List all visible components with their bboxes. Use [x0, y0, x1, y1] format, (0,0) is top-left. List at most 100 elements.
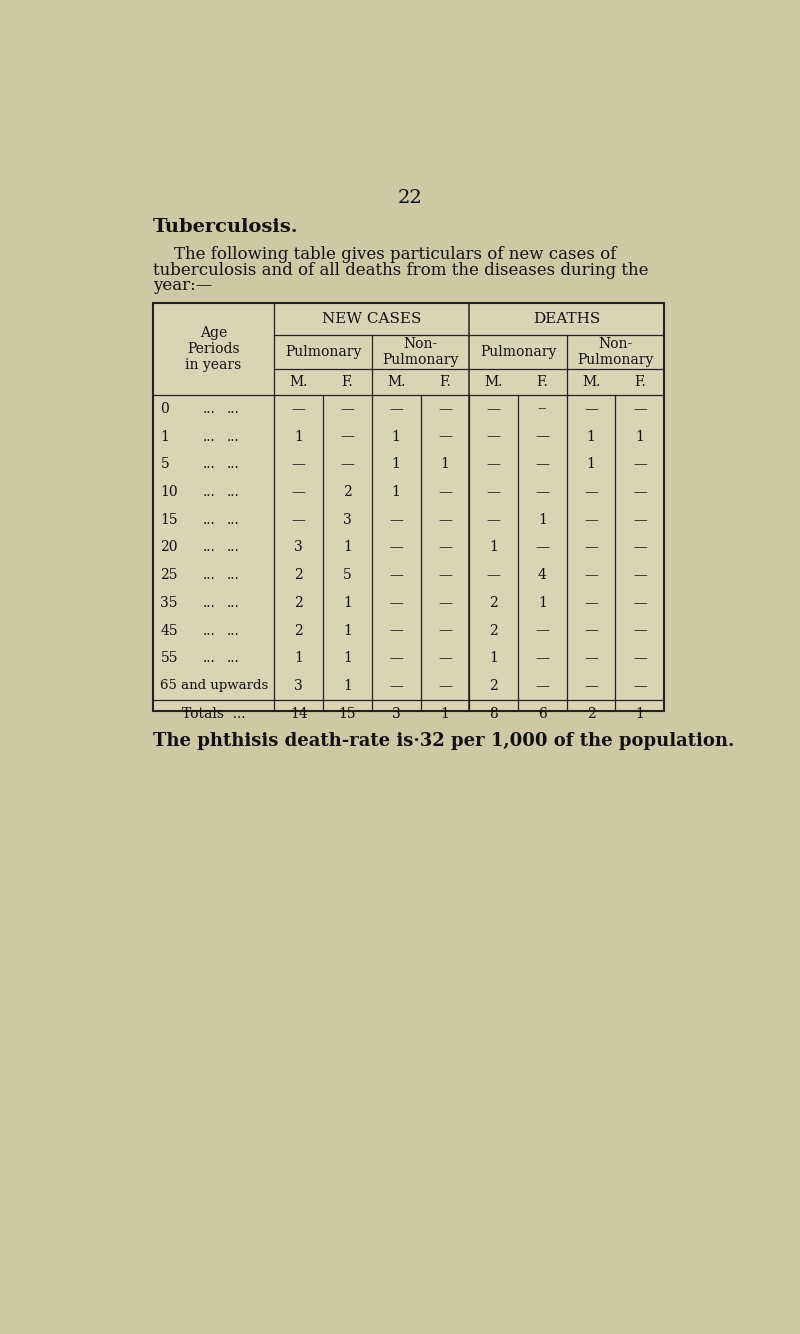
Text: 3: 3: [294, 540, 303, 555]
Text: —: —: [438, 512, 452, 527]
Text: ...: ...: [203, 568, 216, 582]
Text: 1: 1: [490, 540, 498, 555]
Text: —: —: [390, 512, 403, 527]
Text: —: —: [438, 540, 452, 555]
Text: —: —: [535, 651, 550, 666]
Text: Pulmonary: Pulmonary: [285, 344, 362, 359]
Text: 3: 3: [294, 679, 303, 692]
Text: 1: 1: [441, 458, 450, 471]
Text: 1: 1: [343, 623, 352, 638]
Text: 4: 4: [538, 568, 547, 582]
Text: —: —: [438, 568, 452, 582]
Text: 10: 10: [161, 486, 178, 499]
Text: ...: ...: [226, 486, 239, 499]
Text: —: —: [486, 568, 501, 582]
Text: —: —: [535, 458, 550, 471]
Text: Pulmonary: Pulmonary: [480, 344, 556, 359]
Text: 1: 1: [538, 512, 547, 527]
Text: —: —: [390, 596, 403, 610]
Text: 45: 45: [161, 623, 178, 638]
Text: ...: ...: [226, 568, 239, 582]
Text: —: —: [438, 596, 452, 610]
Text: —: —: [486, 512, 501, 527]
Text: NEW CASES: NEW CASES: [322, 312, 422, 325]
Text: 1: 1: [538, 596, 547, 610]
Text: 2: 2: [294, 623, 303, 638]
Text: —: —: [535, 430, 550, 443]
Text: 35: 35: [161, 596, 178, 610]
Text: —: —: [584, 486, 598, 499]
Text: —: —: [486, 458, 501, 471]
Text: Tuberculosis.: Tuberculosis.: [153, 217, 298, 236]
Text: 1: 1: [343, 651, 352, 666]
Text: 20: 20: [161, 540, 178, 555]
Text: —: —: [438, 679, 452, 692]
Text: 14: 14: [290, 707, 308, 722]
Text: —: —: [633, 679, 646, 692]
Text: —: —: [341, 402, 354, 416]
Text: Age
Periods
in years: Age Periods in years: [186, 325, 242, 372]
Text: Non-
Pulmonary: Non- Pulmonary: [578, 336, 654, 367]
Text: —: —: [486, 430, 501, 443]
Text: 2: 2: [343, 486, 352, 499]
Text: —: —: [584, 568, 598, 582]
Text: 1: 1: [635, 430, 644, 443]
Bar: [153, 303, 664, 711]
Text: --: --: [538, 402, 547, 416]
Text: —: —: [390, 402, 403, 416]
Text: —: —: [535, 679, 550, 692]
Text: ...: ...: [203, 623, 216, 638]
Text: —: —: [390, 623, 403, 638]
Text: M.: M.: [387, 375, 406, 388]
Text: —: —: [390, 679, 403, 692]
Text: —: —: [633, 512, 646, 527]
Text: 55: 55: [161, 651, 178, 666]
Text: 2: 2: [490, 679, 498, 692]
Text: ...: ...: [226, 596, 239, 610]
Text: 1: 1: [635, 707, 644, 722]
Text: —: —: [633, 458, 646, 471]
Text: Non-
Pulmonary: Non- Pulmonary: [382, 336, 458, 367]
Text: 1: 1: [586, 430, 595, 443]
Text: The following table gives particulars of new cases of: The following table gives particulars of…: [153, 247, 616, 263]
Text: F.: F.: [439, 375, 450, 388]
Text: —: —: [438, 651, 452, 666]
Text: 2: 2: [490, 623, 498, 638]
Text: M.: M.: [290, 375, 308, 388]
Text: —: —: [486, 486, 501, 499]
Text: 8: 8: [490, 707, 498, 722]
Text: 65 and upwards: 65 and upwards: [160, 679, 268, 692]
Text: 15: 15: [338, 707, 356, 722]
Text: M.: M.: [485, 375, 503, 388]
Text: ...: ...: [226, 402, 239, 416]
Text: —: —: [438, 486, 452, 499]
Text: —: —: [584, 623, 598, 638]
Text: ...: ...: [203, 402, 216, 416]
Text: 1: 1: [161, 430, 170, 443]
Text: tuberculosis and of all deaths from the diseases during the: tuberculosis and of all deaths from the …: [153, 261, 648, 279]
Text: —: —: [584, 540, 598, 555]
Text: —: —: [584, 512, 598, 527]
Text: 0: 0: [161, 402, 170, 416]
Text: 3: 3: [343, 512, 352, 527]
Text: 1: 1: [343, 596, 352, 610]
Text: 1: 1: [343, 540, 352, 555]
Text: ...: ...: [203, 458, 216, 471]
Text: 5: 5: [343, 568, 352, 582]
Text: ...: ...: [203, 651, 216, 666]
Text: 1: 1: [441, 707, 450, 722]
Text: —: —: [633, 540, 646, 555]
Text: —: —: [292, 512, 306, 527]
Text: 15: 15: [161, 512, 178, 527]
Text: —: —: [292, 458, 306, 471]
Text: ...: ...: [203, 512, 216, 527]
Text: 1: 1: [392, 430, 401, 443]
Text: —: —: [584, 651, 598, 666]
Text: 5: 5: [161, 458, 170, 471]
Text: 3: 3: [392, 707, 401, 722]
Text: —: —: [633, 568, 646, 582]
Text: —: —: [390, 651, 403, 666]
Text: year:—: year:—: [153, 277, 212, 293]
Text: DEATHS: DEATHS: [533, 312, 600, 325]
Text: M.: M.: [582, 375, 600, 388]
